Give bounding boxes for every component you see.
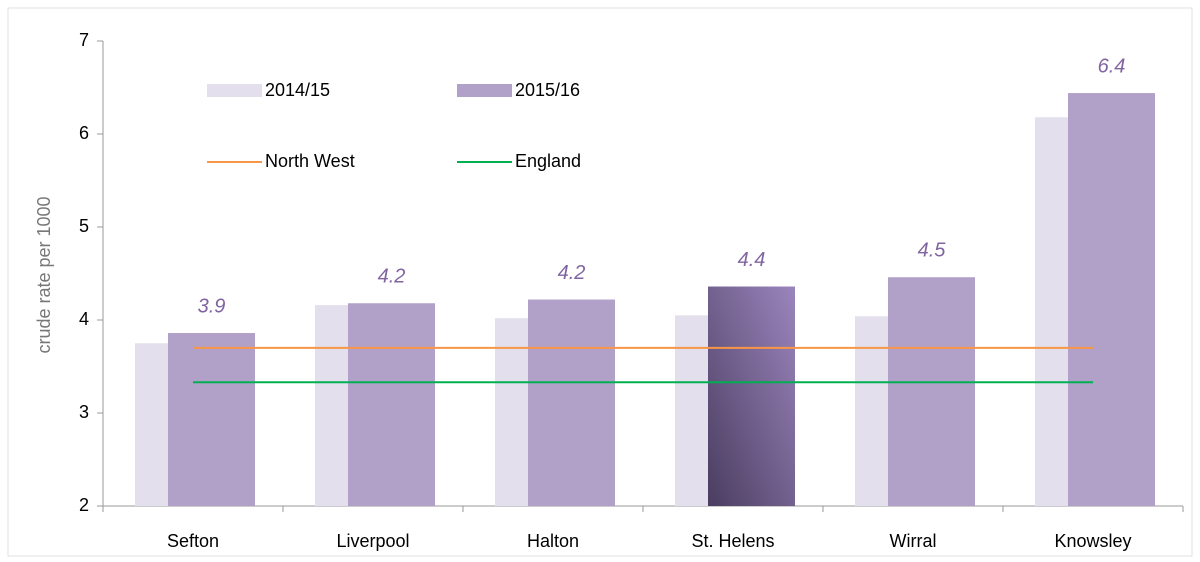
y-tick-label: 2 bbox=[79, 495, 89, 515]
x-tick-label: Halton bbox=[527, 531, 579, 551]
x-tick-label: Liverpool bbox=[336, 531, 409, 551]
value-label: 6.4 bbox=[1098, 55, 1126, 77]
y-tick-label: 3 bbox=[79, 402, 89, 422]
legend-swatch bbox=[457, 84, 512, 97]
bar bbox=[348, 303, 435, 506]
legend-label: 2014/15 bbox=[265, 80, 330, 100]
legend-swatch bbox=[207, 84, 262, 97]
y-tick-label: 7 bbox=[79, 30, 89, 50]
value-label: 4.4 bbox=[738, 249, 766, 271]
legend-label: North West bbox=[265, 151, 355, 171]
value-label: 3.9 bbox=[198, 295, 226, 317]
y-axis-label: crude rate per 1000 bbox=[34, 196, 54, 353]
value-label: 4.2 bbox=[378, 266, 406, 288]
legend-label: 2015/16 bbox=[515, 80, 580, 100]
y-tick-label: 5 bbox=[79, 216, 89, 236]
chart-frame bbox=[7, 7, 1193, 557]
x-tick-label: Knowsley bbox=[1054, 531, 1131, 551]
y-tick-label: 6 bbox=[79, 123, 89, 143]
legend-label: England bbox=[515, 151, 581, 171]
value-label: 4.2 bbox=[558, 262, 586, 284]
bar bbox=[888, 277, 975, 506]
bar bbox=[708, 286, 795, 506]
x-tick-label: St. Helens bbox=[691, 531, 774, 551]
value-label: 4.5 bbox=[918, 240, 947, 262]
x-tick-label: Sefton bbox=[167, 531, 219, 551]
bar bbox=[528, 299, 615, 506]
bar bbox=[1068, 93, 1155, 506]
x-tick-label: Wirral bbox=[890, 531, 937, 551]
y-tick-label: 4 bbox=[79, 309, 89, 329]
bar bbox=[168, 333, 255, 506]
